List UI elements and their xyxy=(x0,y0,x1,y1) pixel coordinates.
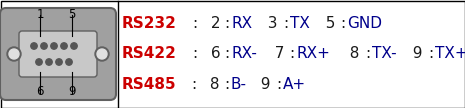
Text: 8: 8 xyxy=(206,77,220,92)
Text: GND: GND xyxy=(347,16,382,31)
Text: RX-: RX- xyxy=(231,47,257,61)
Text: :: : xyxy=(225,47,230,61)
Circle shape xyxy=(66,59,72,65)
Circle shape xyxy=(41,43,47,49)
Circle shape xyxy=(51,43,57,49)
Text: :: : xyxy=(365,47,370,61)
Circle shape xyxy=(46,59,52,65)
Text: 6: 6 xyxy=(36,85,44,98)
Text: 2: 2 xyxy=(206,16,220,31)
Text: TX: TX xyxy=(290,16,310,31)
Circle shape xyxy=(31,43,37,49)
Text: :: : xyxy=(193,77,202,92)
Text: 9: 9 xyxy=(252,77,271,92)
Circle shape xyxy=(61,43,67,49)
Text: :: : xyxy=(225,16,230,31)
Circle shape xyxy=(95,47,109,61)
Text: :: : xyxy=(341,16,346,31)
Text: 1: 1 xyxy=(36,8,44,21)
Circle shape xyxy=(97,49,107,59)
Text: RX: RX xyxy=(231,16,252,31)
Text: B-: B- xyxy=(231,77,247,92)
Circle shape xyxy=(7,47,21,61)
FancyBboxPatch shape xyxy=(19,31,97,77)
Circle shape xyxy=(9,49,19,59)
Circle shape xyxy=(71,43,77,49)
Text: :: : xyxy=(193,47,203,61)
Circle shape xyxy=(56,59,62,65)
Text: 9: 9 xyxy=(403,47,423,61)
Text: 7: 7 xyxy=(265,47,284,61)
Text: :: : xyxy=(284,16,289,31)
Text: TX-: TX- xyxy=(372,47,396,61)
Text: 9: 9 xyxy=(68,85,76,98)
Text: 6: 6 xyxy=(206,47,220,61)
Text: TX+: TX+ xyxy=(435,47,465,61)
Text: 3: 3 xyxy=(258,16,278,31)
Text: RX+: RX+ xyxy=(296,47,330,61)
Text: RS232: RS232 xyxy=(122,16,177,31)
FancyBboxPatch shape xyxy=(0,8,116,100)
Text: 5: 5 xyxy=(68,8,76,21)
Text: :: : xyxy=(428,47,433,61)
Text: :: : xyxy=(290,47,295,61)
Text: 5: 5 xyxy=(316,16,335,31)
Circle shape xyxy=(36,59,42,65)
Text: RS485: RS485 xyxy=(122,77,177,92)
Text: RS422: RS422 xyxy=(122,47,177,61)
Text: :: : xyxy=(277,77,282,92)
Text: 8: 8 xyxy=(340,47,359,61)
Text: :: : xyxy=(193,16,203,31)
Text: :: : xyxy=(224,77,229,92)
Text: A+: A+ xyxy=(283,77,306,92)
